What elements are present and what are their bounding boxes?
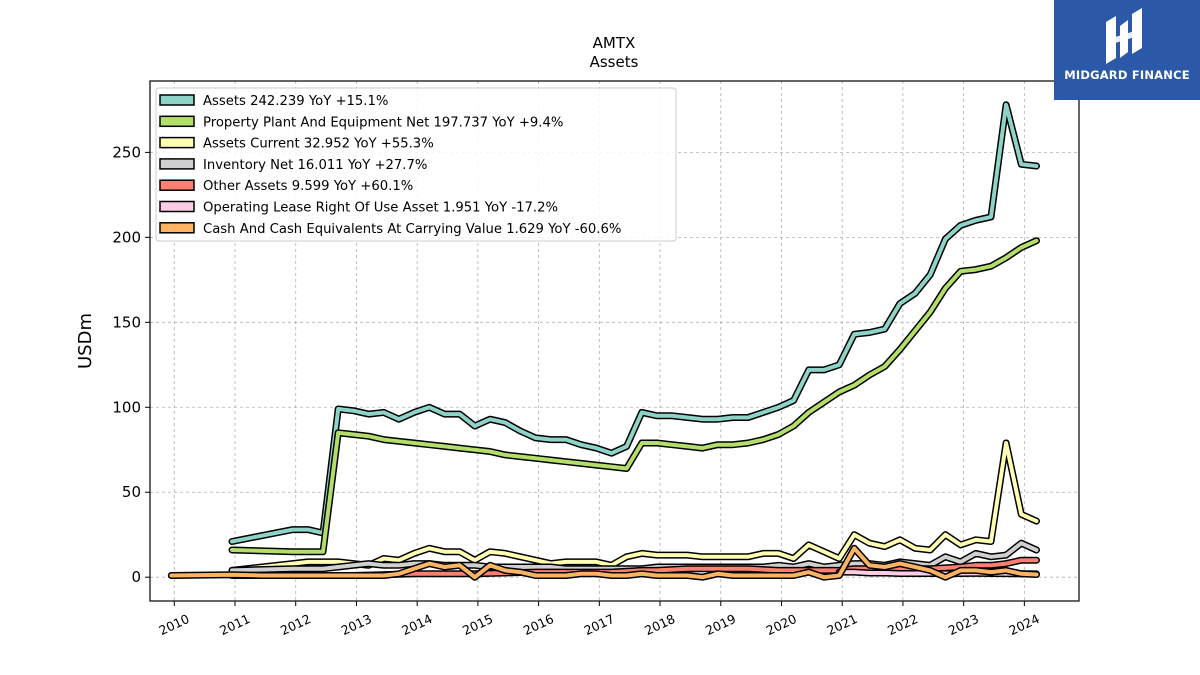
y-tick-label: 200 [112, 228, 141, 246]
series-1-line [230, 238, 1039, 554]
x-tick-label: 2013 [339, 611, 374, 638]
legend-swatch [159, 136, 195, 149]
x-tick-label: 2017 [582, 611, 617, 638]
y-tick-label: 250 [112, 143, 141, 161]
y-tick-label: 150 [112, 313, 141, 331]
x-tick-label: 2022 [885, 611, 920, 638]
chart-title: AMTX [593, 34, 636, 52]
y-tick-label: 100 [112, 398, 141, 416]
y-ticks: 0 50 100 150 200 250 [112, 143, 150, 586]
legend-swatch [159, 115, 195, 128]
legend-swatch [159, 222, 195, 234]
x-tick-label: 2012 [278, 611, 313, 638]
chart-subtitle: Assets [590, 53, 639, 71]
series-2-line [230, 441, 1039, 573]
logo-mark-icon [1106, 8, 1142, 64]
legend-label: Operating Lease Right Of Use Asset 1.951… [203, 201, 558, 216]
plot-frame [149, 80, 1080, 602]
x-tick-label: 2024 [1007, 611, 1042, 638]
x-tick-label: 2018 [642, 611, 677, 638]
x-tick-label: 2011 [217, 611, 252, 638]
y-tick-label: 0 [131, 568, 141, 586]
y-tick-label: 50 [122, 483, 141, 501]
legend-swatch [159, 158, 195, 170]
legend-swatch [159, 200, 195, 213]
legend-box [155, 87, 677, 242]
legend-swatch [159, 94, 195, 106]
series-layer [167, 101, 1040, 581]
brand-name: MIDGARD FINANCE [1064, 68, 1190, 82]
legend-label: Other Assets 9.599 YoY +60.1% [203, 179, 413, 194]
legend-label: Assets Current 32.952 YoY +55.3% [203, 137, 434, 152]
x-tick-label: 2010 [156, 611, 191, 638]
legend-label: Inventory Net 16.011 YoY +27.7% [203, 158, 427, 173]
x-ticks: 2010 2011 2012 2013 2014 2015 2016 2017 2018 2019… [156, 601, 1042, 638]
x-tick-label: 2020 [764, 611, 799, 638]
legend-label: Property Plant And Equipment Net 197.737… [203, 115, 563, 130]
x-tick-label: 2019 [703, 611, 738, 638]
brand-logo: MIDGARD FINANCE [1054, 0, 1200, 100]
legend-swatch [159, 179, 195, 191]
x-tick-label: 2015 [460, 611, 495, 638]
legend: Assets 242.239 YoY +15.1% Property Plant … [155, 87, 677, 242]
legend-label: Assets 242.239 YoY +15.1% [203, 94, 388, 109]
y-axis-label: USDm [75, 313, 96, 369]
series-6-line [169, 546, 1039, 580]
series-0-line [230, 102, 1039, 544]
x-tick-label: 2016 [521, 611, 556, 638]
x-tick-label: 2021 [824, 611, 859, 638]
x-tick-label: 2014 [399, 611, 434, 638]
legend-label: Cash And Cash Equivalents At Carrying Va… [203, 222, 621, 237]
x-tick-label: 2023 [946, 611, 981, 638]
